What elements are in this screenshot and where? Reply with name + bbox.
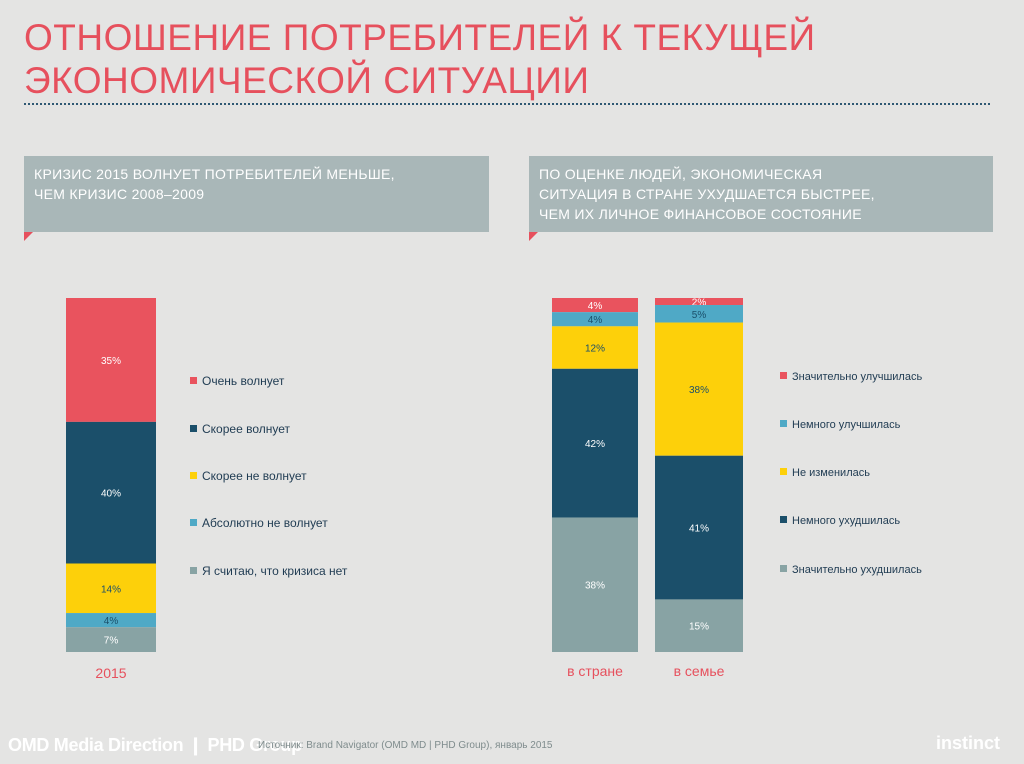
legend-swatch-1-1 (780, 420, 787, 427)
bar-segment-1-0-3 (552, 368, 638, 518)
category-label-0-0: 2015 (95, 665, 126, 681)
legend-label-1-3: Немного ухудшилась (792, 515, 900, 527)
data-label-1-1-4: 15% (689, 622, 709, 633)
bar-segment-1-1-3 (655, 455, 743, 600)
legend-label-0-1: Скорее волнует (202, 422, 291, 436)
data-label-1-1-1: 5% (692, 310, 707, 321)
data-label-0-0-1: 40% (101, 489, 121, 500)
legend-label-0-0: Очень волнует (202, 374, 285, 388)
legend-swatch-0-0 (190, 377, 197, 384)
data-label-1-0-3: 42% (585, 439, 605, 450)
bar-segment-0-0-1 (66, 421, 156, 564)
bar-segment-1-1-2 (655, 322, 743, 456)
legend-swatch-0-2 (190, 472, 197, 479)
legend-swatch-1-4 (780, 565, 787, 572)
page-title-line-1: ОТНОШЕНИЕ ПОТРЕБИТЕЛЕЙ К ТЕКУЩЕЙ (24, 17, 816, 58)
data-label-1-1-3: 41% (689, 524, 709, 535)
category-label-1-0: в стране (567, 663, 623, 679)
bar-segment-0-0-4 (66, 627, 156, 652)
data-label-0-0-3: 4% (104, 616, 119, 627)
right-callout-line-2: СИТУАЦИЯ В СТРАНЕ УХУДШАЕТСЯ БЫСТРЕЕ, (539, 186, 875, 202)
right-callout-line-1: ПО ОЦЕНКЕ ЛЮДЕЙ, ЭКОНОМИЧЕСКАЯ (539, 166, 823, 182)
bar-segment-1-0-4 (552, 517, 638, 652)
footer-brand: OMD Media Direction ❙ PHD Group (8, 735, 302, 755)
data-label-1-1-2: 38% (689, 385, 709, 396)
category-label-1-1: в семье (674, 663, 725, 679)
legend-swatch-1-2 (780, 468, 787, 475)
legend-label-1-1: Немного улучшилась (792, 419, 901, 431)
left-callout-line-2: ЧЕМ КРИЗИС 2008–2009 (34, 186, 205, 202)
legend-label-1-4: Значительно ухудшилась (792, 564, 922, 576)
left-callout: КРИЗИС 2015 ВОЛНУЕТ ПОТРЕБИТЕЛЕЙ МЕНЬШЕ,… (24, 156, 489, 241)
data-label-0-0-2: 14% (101, 584, 121, 595)
footer-logo: instinct (936, 733, 1001, 753)
bar-segment-0-0-0 (66, 298, 156, 422)
data-label-0-0-4: 7% (104, 636, 119, 647)
bar-segment-0-0-2 (66, 563, 156, 614)
data-label-1-0-1: 4% (588, 315, 603, 326)
bar-segment-1-1-4 (655, 599, 743, 652)
footer-source: Источник: Brand Navigator (OMD MD | PHD … (258, 740, 553, 751)
bar-segment-1-0-2 (552, 326, 638, 369)
data-label-1-1-0: 2% (692, 298, 707, 309)
data-label-1-0-0: 4% (588, 301, 603, 312)
page-title: ОТНОШЕНИЕ ПОТРЕБИТЕЛЕЙ К ТЕКУЩЕЙ ЭКОНОМИ… (24, 16, 816, 102)
bar-segment-1-0-0 (552, 298, 638, 313)
legend-label-1-0: Значительно улучшилась (792, 371, 922, 383)
legend-label-1-2: Не изменилась (792, 467, 870, 479)
right-callout: ПО ОЦЕНКЕ ЛЮДЕЙ, ЭКОНОМИЧЕСКАЯ СИТУАЦИЯ … (529, 156, 993, 241)
bar-segment-1-1-1 (655, 305, 743, 323)
legend-swatch-0-4 (190, 567, 197, 574)
left-callout-line-1: КРИЗИС 2015 ВОЛНУЕТ ПОТРЕБИТЕЛЕЙ МЕНЬШЕ, (34, 166, 395, 182)
right-callout-line-3: ЧЕМ ИХ ЛИЧНОЕ ФИНАНСОВОЕ СОСТОЯНИЕ (539, 206, 862, 222)
legend-swatch-1-0 (780, 372, 787, 379)
legend-label-0-3: Абсолютно не волнует (202, 516, 328, 530)
data-label-1-0-2: 12% (585, 344, 605, 355)
legend-swatch-1-3 (780, 516, 787, 523)
bar-segment-1-0-1 (552, 312, 638, 327)
data-label-1-0-4: 38% (585, 581, 605, 592)
title-divider (24, 103, 990, 105)
bar-segment-0-0-3 (66, 613, 156, 628)
bar-segment-1-1-0 (655, 298, 743, 306)
legend-swatch-0-1 (190, 425, 197, 432)
legend-swatch-0-3 (190, 519, 197, 526)
legend-label-0-2: Скорее не волнует (202, 469, 307, 483)
legend-label-0-4: Я считаю, что кризиса нет (202, 564, 348, 578)
data-label-0-0-0: 35% (101, 356, 121, 367)
page-title-line-2: ЭКОНОМИЧЕСКОЙ СИТУАЦИИ (24, 60, 590, 101)
